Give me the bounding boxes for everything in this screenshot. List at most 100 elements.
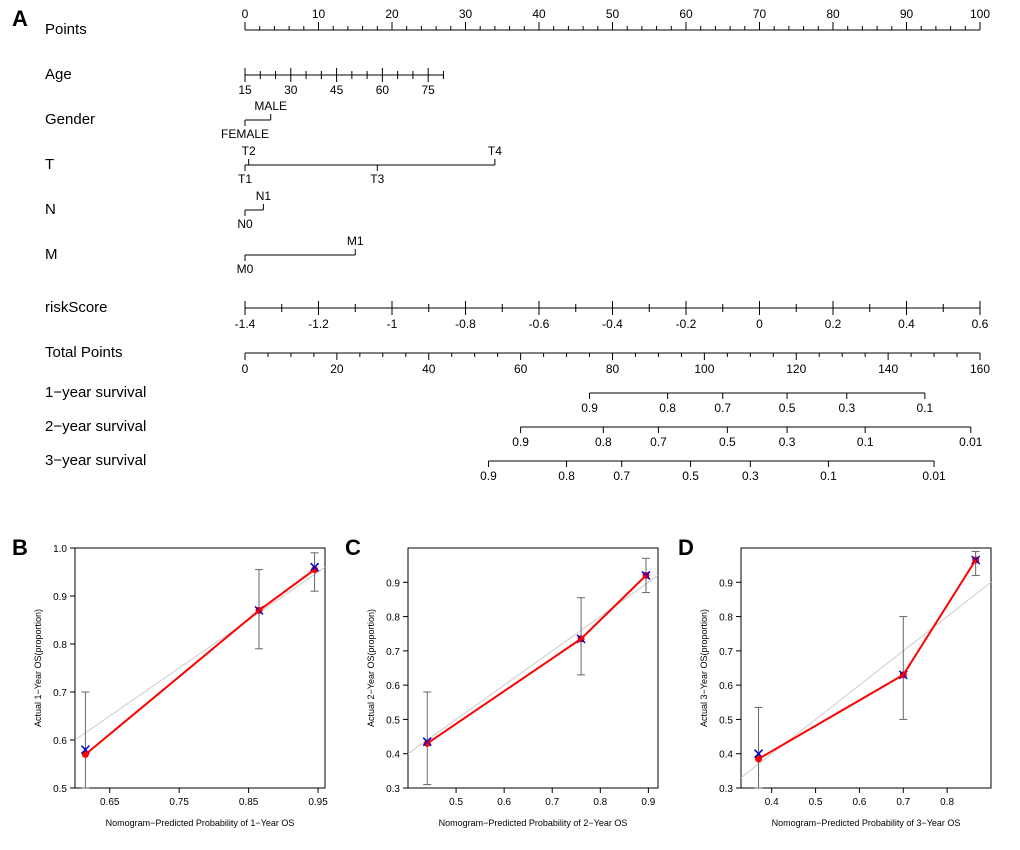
svg-text:0.9: 0.9 <box>719 578 733 589</box>
svg-text:50: 50 <box>606 7 620 21</box>
svg-text:100: 100 <box>694 362 714 376</box>
svg-text:0.8: 0.8 <box>659 401 676 415</box>
svg-text:0.4: 0.4 <box>765 797 779 808</box>
svg-text:75: 75 <box>422 83 436 97</box>
svg-text:0.5: 0.5 <box>719 715 733 726</box>
svg-text:0.4: 0.4 <box>898 317 915 331</box>
svg-text:0.3: 0.3 <box>838 401 855 415</box>
svg-text:0.3: 0.3 <box>386 784 400 795</box>
svg-text:T4: T4 <box>488 144 502 158</box>
svg-text:T: T <box>45 156 54 173</box>
svg-text:0.9: 0.9 <box>641 797 655 808</box>
svg-text:3−year survival: 3−year survival <box>45 452 146 469</box>
calibration-plot-d: 0.40.50.60.70.80.30.40.50.60.70.80.9Nomo… <box>686 530 1006 850</box>
svg-text:40: 40 <box>422 362 436 376</box>
svg-text:0.5: 0.5 <box>53 784 67 795</box>
figure-container: A Points0102030405060708090100Age1530456… <box>0 0 1020 848</box>
svg-text:0.7: 0.7 <box>386 647 400 658</box>
svg-text:-1.2: -1.2 <box>308 317 329 331</box>
svg-text:T3: T3 <box>370 172 384 186</box>
svg-text:0.9: 0.9 <box>581 401 598 415</box>
svg-text:M: M <box>45 246 58 263</box>
svg-text:0.8: 0.8 <box>386 613 400 624</box>
svg-text:0.6: 0.6 <box>386 681 400 692</box>
svg-text:40: 40 <box>532 7 546 21</box>
svg-text:0.1: 0.1 <box>820 469 837 483</box>
svg-text:1−year survival: 1−year survival <box>45 384 146 401</box>
svg-text:0.5: 0.5 <box>386 715 400 726</box>
svg-text:0.7: 0.7 <box>545 797 559 808</box>
svg-text:Nomogram−Predicted Probability: Nomogram−Predicted Probability of 1−Year… <box>106 818 295 828</box>
svg-text:0.3: 0.3 <box>742 469 759 483</box>
svg-text:1.0: 1.0 <box>53 544 67 555</box>
svg-text:140: 140 <box>878 362 898 376</box>
svg-text:M0: M0 <box>237 262 254 276</box>
svg-text:-1: -1 <box>387 317 398 331</box>
svg-text:FEMALE: FEMALE <box>221 127 269 141</box>
svg-text:70: 70 <box>753 7 767 21</box>
svg-text:0.7: 0.7 <box>650 435 667 449</box>
svg-text:20: 20 <box>330 362 344 376</box>
svg-text:0.7: 0.7 <box>613 469 630 483</box>
svg-text:0.95: 0.95 <box>308 797 328 808</box>
svg-text:0.5: 0.5 <box>719 435 736 449</box>
svg-text:0.5: 0.5 <box>809 797 823 808</box>
calibration-plot-b: 0.650.750.850.950.50.60.70.80.91.0Nomogr… <box>20 530 340 850</box>
svg-text:Points: Points <box>45 21 87 38</box>
calibration-plot-c: 0.50.60.70.80.90.30.40.50.60.70.80.9Nomo… <box>353 530 673 850</box>
svg-text:0.3: 0.3 <box>779 435 796 449</box>
svg-text:0.1: 0.1 <box>917 401 934 415</box>
svg-text:0.6: 0.6 <box>53 736 67 747</box>
svg-text:120: 120 <box>786 362 806 376</box>
svg-text:0.9: 0.9 <box>53 592 67 603</box>
svg-text:-0.4: -0.4 <box>602 317 623 331</box>
svg-text:-0.6: -0.6 <box>529 317 550 331</box>
svg-text:0.8: 0.8 <box>940 797 954 808</box>
svg-text:0.5: 0.5 <box>449 797 463 808</box>
svg-text:0.8: 0.8 <box>53 640 67 651</box>
svg-text:60: 60 <box>679 7 693 21</box>
svg-text:0.75: 0.75 <box>169 797 189 808</box>
svg-text:0.9: 0.9 <box>480 469 497 483</box>
svg-text:0.6: 0.6 <box>719 681 733 692</box>
svg-text:0.01: 0.01 <box>959 435 983 449</box>
svg-text:30: 30 <box>459 7 473 21</box>
svg-text:-1.4: -1.4 <box>235 317 256 331</box>
svg-text:100: 100 <box>970 7 990 21</box>
svg-text:N0: N0 <box>237 217 253 231</box>
svg-text:0.01: 0.01 <box>922 469 946 483</box>
svg-text:0.8: 0.8 <box>719 613 733 624</box>
svg-text:0.7: 0.7 <box>53 688 67 699</box>
svg-text:M1: M1 <box>347 234 364 248</box>
svg-text:0.7: 0.7 <box>714 401 731 415</box>
svg-text:Actual 2−Year OS(proportion): Actual 2−Year OS(proportion) <box>366 609 376 727</box>
svg-text:Actual 1−Year OS(proportion): Actual 1−Year OS(proportion) <box>33 609 43 727</box>
svg-text:Actual 3−Year OS(proportion): Actual 3−Year OS(proportion) <box>699 609 709 727</box>
svg-text:0.8: 0.8 <box>595 435 612 449</box>
svg-text:0.9: 0.9 <box>512 435 529 449</box>
nomogram-panel: Points0102030405060708090100Age153045607… <box>0 0 1020 528</box>
svg-text:60: 60 <box>376 83 390 97</box>
svg-text:0.6: 0.6 <box>497 797 511 808</box>
svg-text:10: 10 <box>312 7 326 21</box>
svg-text:20: 20 <box>385 7 399 21</box>
svg-text:T2: T2 <box>242 144 256 158</box>
svg-text:45: 45 <box>330 83 344 97</box>
svg-text:Total Points: Total Points <box>45 344 123 361</box>
svg-text:0.8: 0.8 <box>593 797 607 808</box>
svg-text:60: 60 <box>514 362 528 376</box>
svg-text:Gender: Gender <box>45 111 95 128</box>
svg-text:T1: T1 <box>238 172 252 186</box>
svg-text:80: 80 <box>826 7 840 21</box>
svg-text:0.5: 0.5 <box>779 401 796 415</box>
svg-text:-0.2: -0.2 <box>676 317 697 331</box>
svg-text:0.1: 0.1 <box>857 435 874 449</box>
svg-text:Age: Age <box>45 66 72 83</box>
svg-text:N1: N1 <box>256 189 272 203</box>
svg-text:0.65: 0.65 <box>100 797 120 808</box>
svg-text:Nomogram−Predicted Probability: Nomogram−Predicted Probability of 3−Year… <box>772 818 961 828</box>
svg-text:0.6: 0.6 <box>972 317 989 331</box>
svg-text:30: 30 <box>284 83 298 97</box>
svg-text:0.8: 0.8 <box>558 469 575 483</box>
svg-text:0.5: 0.5 <box>682 469 699 483</box>
